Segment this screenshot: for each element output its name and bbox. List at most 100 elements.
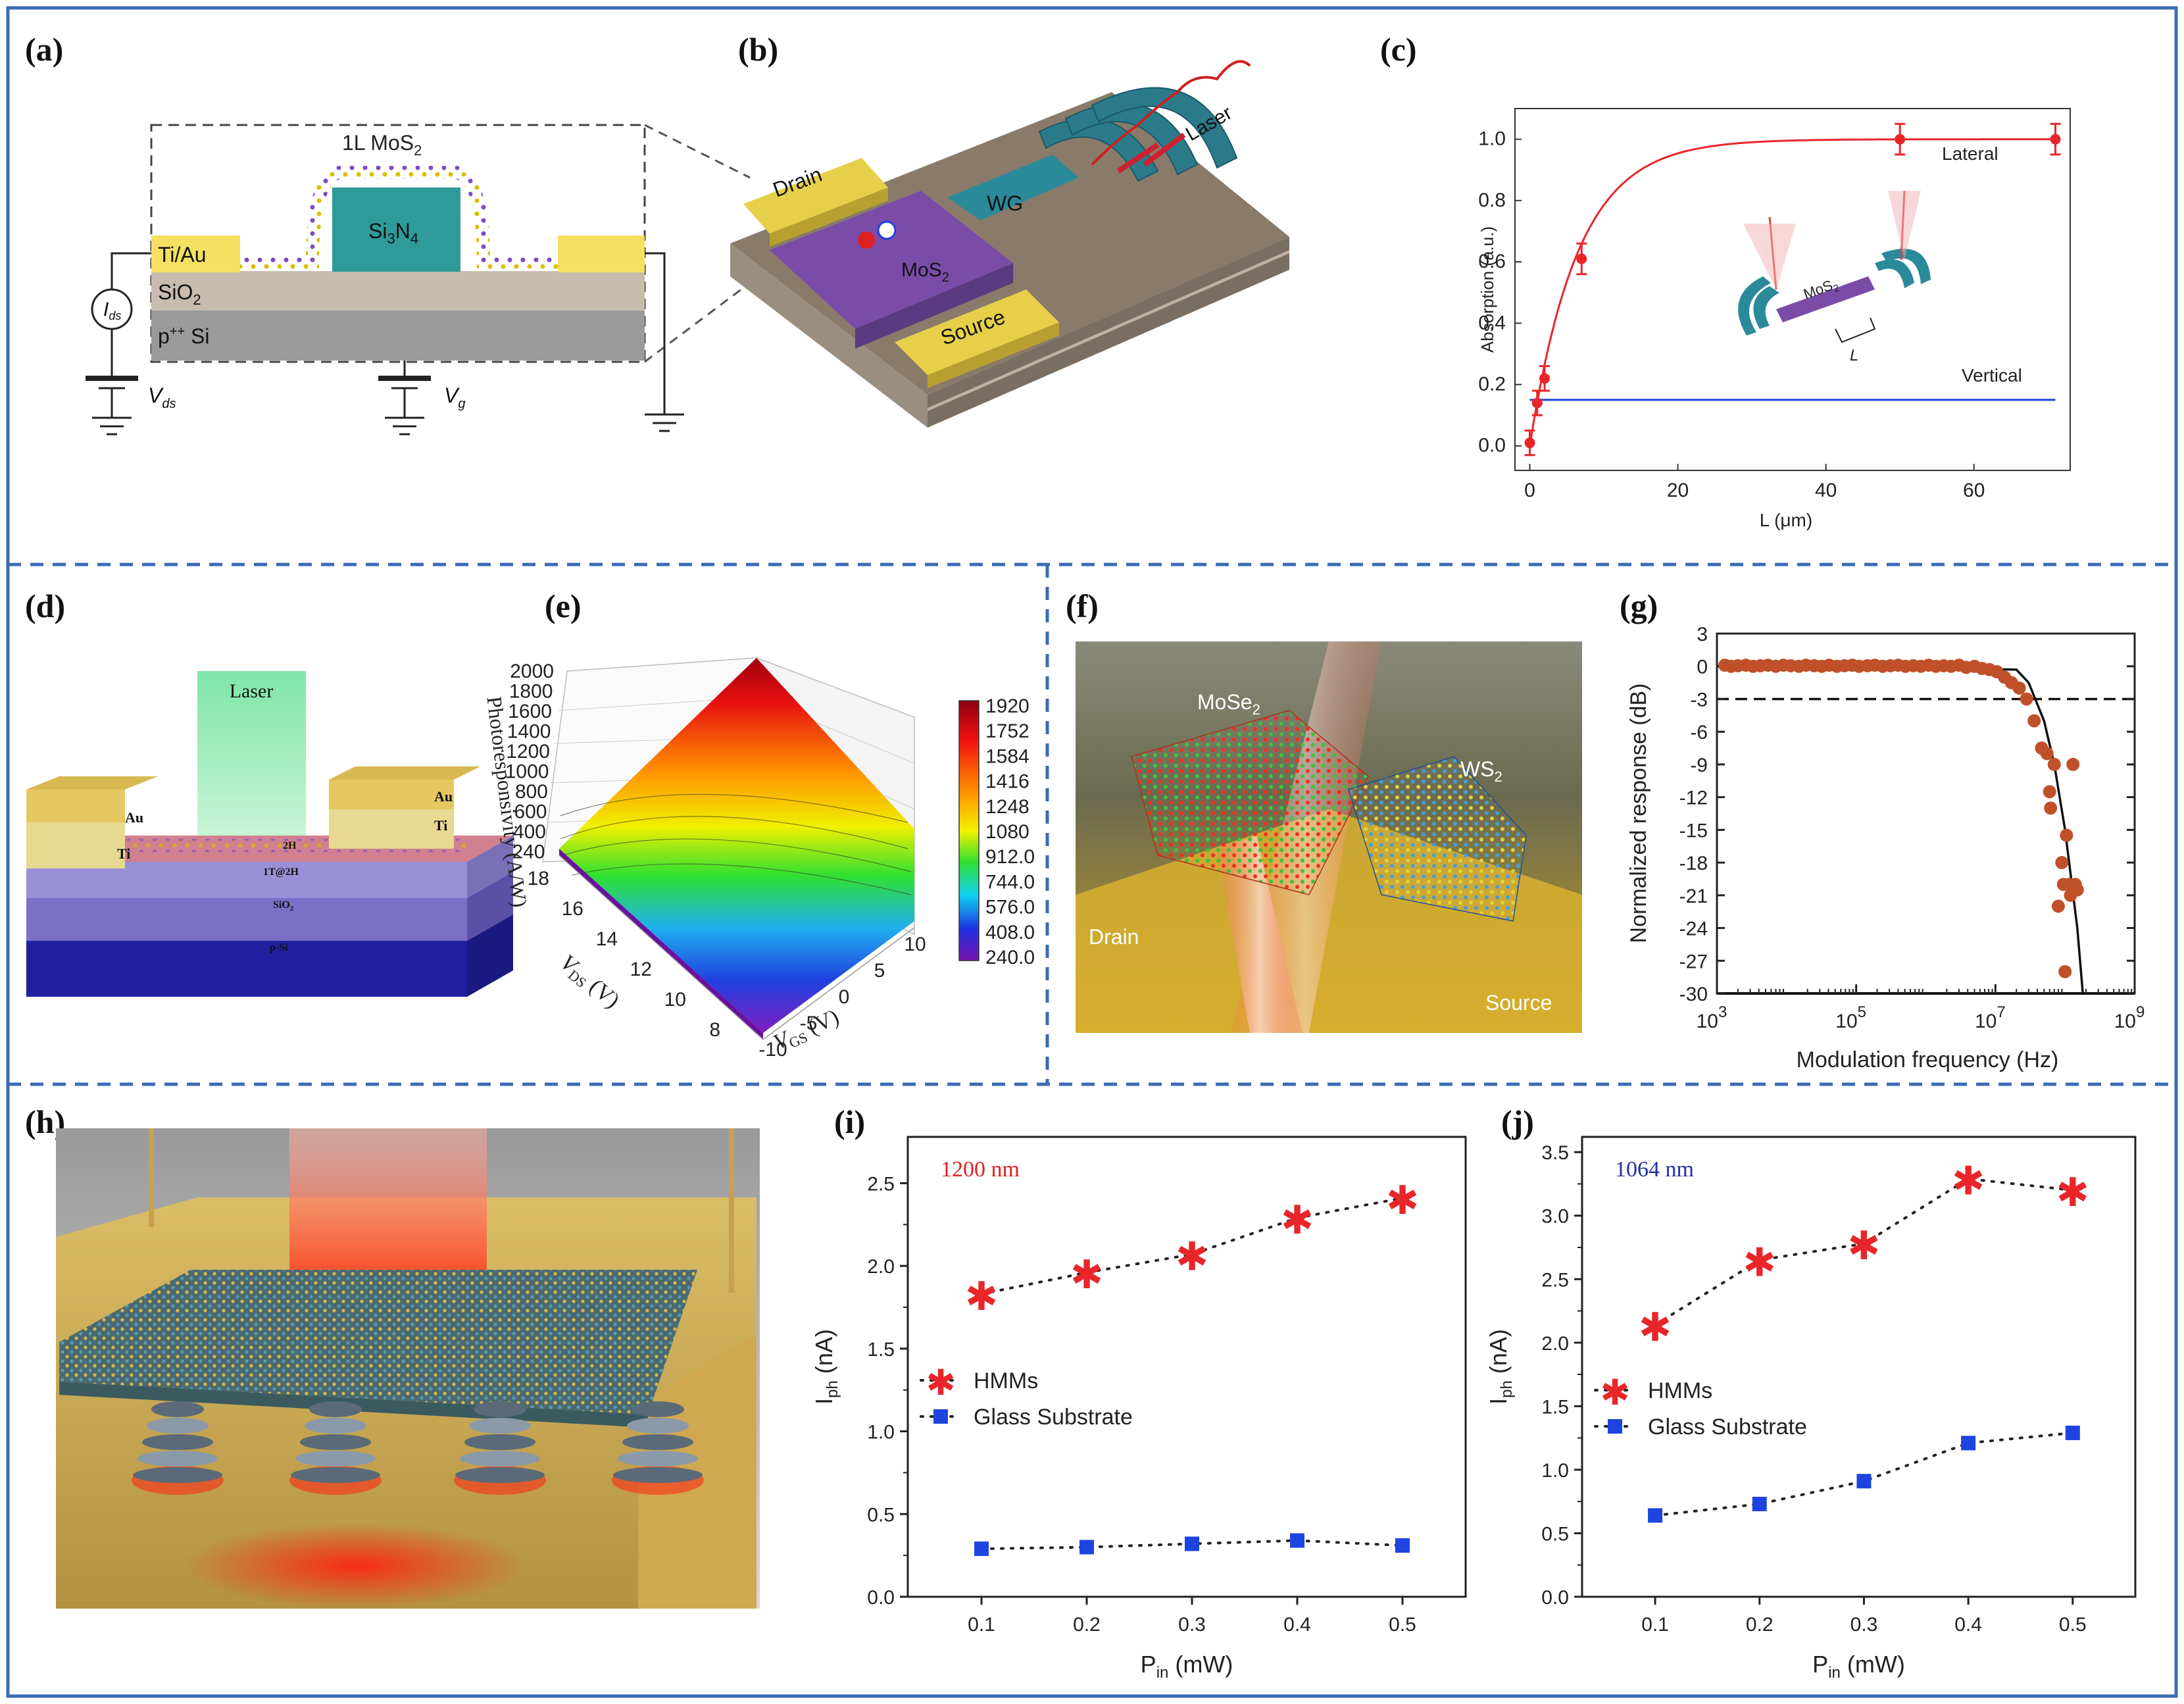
g-point	[2020, 692, 2033, 706]
f-label-drain: Drain	[1089, 925, 1139, 949]
c-label-vertical: Vertical	[1962, 365, 2022, 386]
j-xtick-label: 0.1	[1641, 1614, 1669, 1636]
j-ytick-label: 2.5	[1541, 1269, 1569, 1291]
h-cone-layer	[300, 1434, 371, 1450]
h-cone-layer	[147, 1418, 209, 1434]
e-colorbar	[958, 700, 980, 961]
j-legend-hmm-marker: ✱	[1600, 1372, 1629, 1413]
label-b: (b)	[738, 31, 778, 68]
e-colorbar-label: 408.0	[985, 922, 1035, 943]
j-legend-glass-marker	[1608, 1419, 1622, 1434]
g-xlabel: Modulation frequency (Hz)	[1797, 1047, 2059, 1072]
c-ytick-label: 0.4	[1478, 312, 1506, 334]
d-label-laser: Laser	[230, 680, 274, 702]
j-legend-glass-label: Glass Substrate	[1648, 1415, 1807, 1440]
c-lateral-fit-line	[1529, 138, 2056, 446]
c-xtick-label: 20	[1667, 480, 1689, 501]
d-label-2h: 2H	[283, 840, 297, 851]
g-ytick-label: -3	[1690, 689, 1708, 711]
j-glass-line	[1654, 1431, 2074, 1517]
label-ids: Ids	[103, 299, 121, 322]
e-colorbar-label: 1584	[985, 745, 1030, 767]
c-ytick-label: 1.0	[1478, 128, 1506, 150]
e-vgs-tick-label: -5	[800, 1013, 818, 1034]
i-annotation: 1200 nm	[941, 1157, 1020, 1182]
d-label-ti-left: Ti	[117, 845, 130, 862]
e-colorbar-label: 912.0	[985, 846, 1035, 868]
h-cone-layer	[464, 1434, 535, 1450]
i-axes-frame	[906, 1136, 1467, 1598]
frames	[6, 6, 2178, 1698]
i-ytick-label: 1.0	[867, 1422, 895, 1443]
g-point	[2051, 899, 2065, 913]
c-point	[1895, 134, 1906, 145]
g-xtick-label: 109	[2114, 1003, 2145, 1032]
label-wg: WG	[987, 191, 1023, 215]
label-e: (e)	[545, 588, 582, 624]
d-label-ti-right: Ti	[434, 817, 447, 834]
h-cone-layer	[627, 1418, 689, 1434]
c-ytick-label: 0.0	[1478, 435, 1506, 457]
g-ytick-label: -30	[1679, 984, 1708, 1005]
i-ylabel: Iph (nA)	[810, 1329, 841, 1405]
i-legend-glass-marker	[933, 1409, 948, 1424]
label-mos2: MoS2	[901, 259, 949, 285]
e-colorbar-label: 576.0	[985, 897, 1035, 918]
c-xtick-label: 60	[1963, 480, 1985, 501]
h-cone-layer	[291, 1467, 380, 1483]
panel-a-device-schematic: 1L MoS2 Si3N4 Ti/Au SiO2 p++ Si Ids Vds …	[86, 124, 751, 436]
j-ytick-label: 3.0	[1541, 1206, 1569, 1228]
e-colorbar-label: 1248	[985, 796, 1030, 818]
g-xtick-label: 105	[1835, 1003, 1866, 1032]
panel-c-absorption-chart: 0 20 40 60 0.0 0.2 0.4 0.6 0.8 1.0 Lateral Vertic…	[1477, 108, 2071, 530]
h-cone-layer	[137, 1451, 218, 1466]
i-xtick-label: 0.3	[1178, 1614, 1206, 1636]
panel-h-hmm-device	[56, 1128, 760, 1609]
panel-b-device-3d: Drain Source WG MoS2 Laser	[730, 60, 1289, 428]
i-glass-marker	[974, 1541, 989, 1557]
e-vds-tick-label: 16	[562, 898, 583, 920]
c-xtick-label: 40	[1815, 480, 1837, 501]
d-label-au-left: Au	[125, 809, 143, 826]
e-colorbar-label: 1920	[985, 695, 1030, 717]
h-cone-layer	[618, 1451, 698, 1466]
e-vds-tick-label: 8	[709, 1019, 720, 1041]
j-xtick-label: 0.2	[1746, 1614, 1774, 1636]
j-ytick-label: 1.0	[1541, 1460, 1569, 1482]
e-vds-tick-label: 12	[630, 959, 652, 980]
e-vds-tick-label: 10	[664, 989, 686, 1011]
c-ytick-label: 0.8	[1478, 189, 1506, 211]
g-point	[2012, 681, 2026, 695]
j-glass-marker	[2065, 1425, 2080, 1440]
j-hmm-marker: ✱	[1743, 1240, 1776, 1286]
j-hmm-marker: ✱	[1639, 1305, 1672, 1351]
c-point	[1524, 438, 1535, 449]
g-ytick-label: -18	[1679, 853, 1708, 874]
g-ytick-label: -24	[1679, 918, 1708, 940]
h-cone-layer	[305, 1418, 366, 1434]
g-ytick-label: -9	[1690, 755, 1708, 776]
c-point	[1539, 373, 1551, 384]
label-g: (g)	[1620, 588, 1658, 624]
g-point	[2047, 757, 2061, 771]
panel-j-photocurrent-chart: 0.1 0.2 0.3 0.4 0.5 0.0 0.5 1.0 1.5 2.0 2.5 3.0 3.5 1…	[1485, 1136, 2137, 1682]
g-fit-line	[1716, 664, 2084, 994]
h-cone-layer	[309, 1401, 362, 1417]
g-point	[2040, 747, 2054, 761]
h-cone-layer	[455, 1467, 545, 1483]
i-hmm-marker: ✱	[1070, 1252, 1103, 1298]
e-colorbar-label: 744.0	[985, 871, 1035, 893]
h-cone-layer	[632, 1401, 684, 1417]
j-hmm-marker: ✱	[1952, 1159, 1985, 1205]
i-hmm-marker: ✱	[1176, 1234, 1208, 1280]
c-xtick-label: 0	[1524, 480, 1535, 501]
c-ylabel: Absorption (a.u.)	[1477, 226, 1497, 353]
panel-f-heterostructure: MoSe2 WS2 Drain Source	[1076, 641, 1582, 1033]
j-ytick-label: 3.5	[1541, 1142, 1569, 1164]
label-sio2: SiO2	[158, 280, 201, 308]
e-ztick-label: 2000	[510, 661, 554, 682]
j-xtick-label: 0.5	[2059, 1614, 2087, 1636]
e-ztick-label: 240	[512, 841, 545, 863]
